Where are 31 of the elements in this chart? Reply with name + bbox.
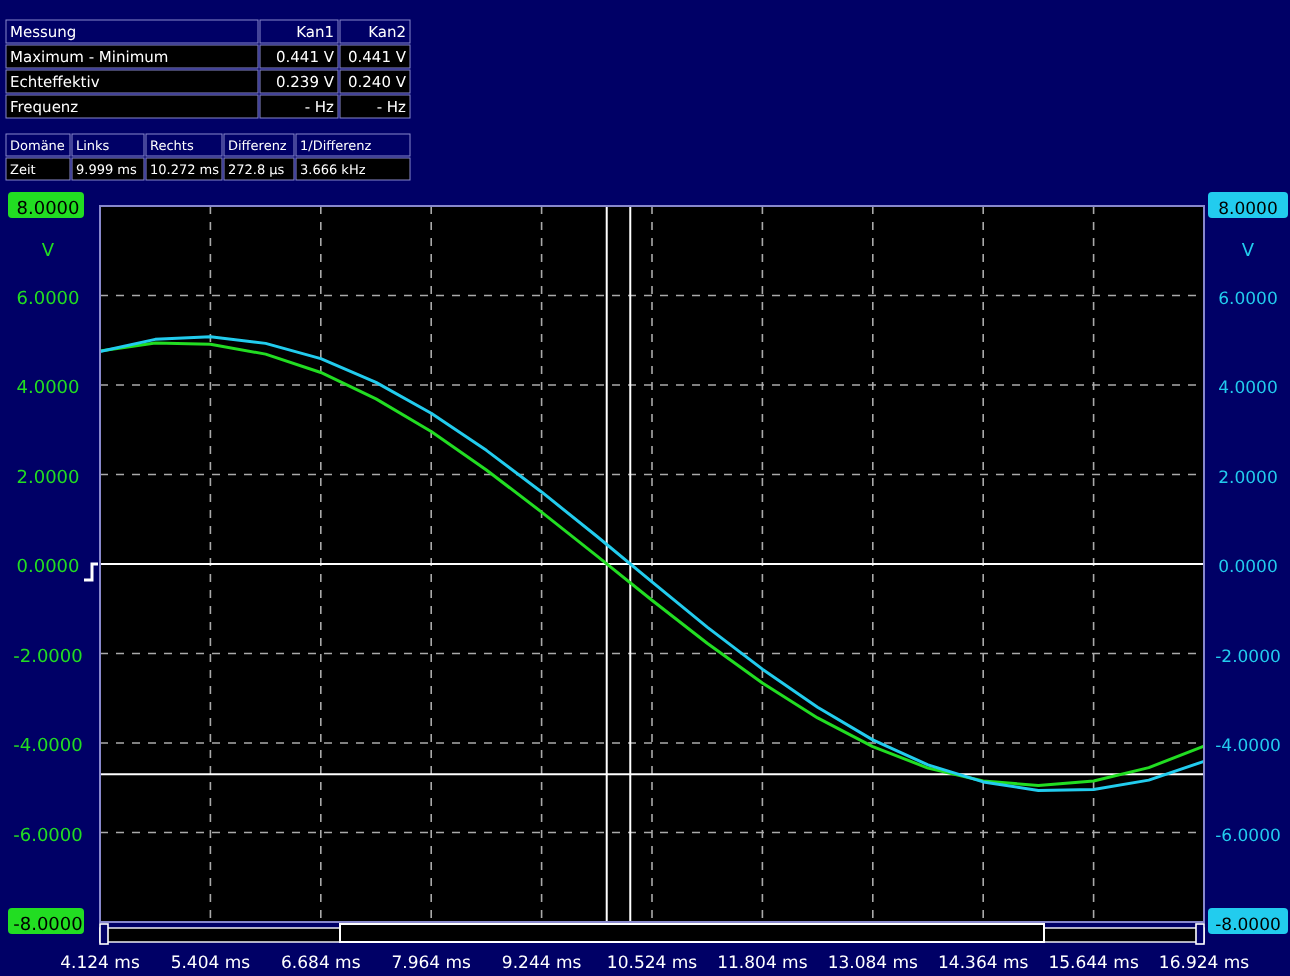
x-tick-label: 5.404 ms [170, 954, 252, 974]
y2-tick-label: -6.0000 [1215, 826, 1281, 847]
y2-axis-title: V [1241, 242, 1256, 262]
y-tick-label: -8.0000 [13, 916, 84, 936]
y-axis-title: V [41, 242, 56, 262]
x-tick-label: 9.244 ms [501, 954, 583, 974]
y-tick-label: -6.0000 [13, 826, 84, 847]
y2-tick-label: -4.0000 [1215, 737, 1281, 757]
x-tick-label: 10.524 ms [606, 954, 699, 974]
y2-tick-label: 2.0000 [1218, 468, 1278, 489]
y2-tick-label: 8.0000 [1218, 200, 1278, 220]
y-tick-label: 2.0000 [16, 468, 81, 489]
x-tick-label: 6.684 ms [281, 954, 362, 974]
x-tick-label: 4.124 ms [60, 954, 141, 974]
x-tick-label: 16.924 ms [1158, 954, 1251, 974]
y2-tick-label: -8.0000 [1215, 916, 1281, 936]
y2-tick-label: 4.0000 [1218, 379, 1278, 399]
y-tick-label: -4.0000 [13, 737, 84, 757]
x-tick-label: 11.804 ms [717, 954, 809, 974]
y-tick-label: 0.0000 [16, 558, 81, 578]
y2-tick-label: 0.0000 [1218, 558, 1278, 578]
x-tick-label: 13.084 ms [827, 954, 920, 974]
y-tick-label: 8.0000 [16, 200, 81, 220]
y-tick-label: -2.0000 [13, 647, 84, 668]
x-tick-label: 15.644 ms [1048, 954, 1140, 974]
y2-tick-label: 6.0000 [1218, 289, 1278, 310]
y-tick-label: 4.0000 [16, 379, 81, 399]
x-tick-label: 7.964 ms [391, 954, 473, 974]
y2-tick-label: -2.0000 [1215, 647, 1281, 668]
y-tick-label: 6.0000 [16, 289, 81, 310]
x-tick-label: 14.364 ms [938, 954, 1030, 974]
